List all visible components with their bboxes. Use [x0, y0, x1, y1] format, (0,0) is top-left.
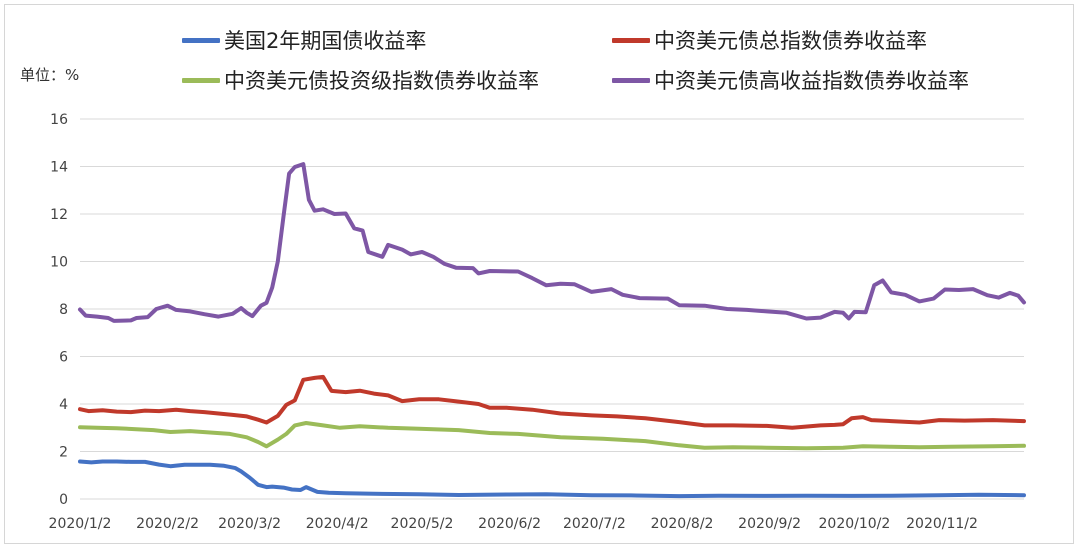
x-tick-label: 2020/2/2: [136, 516, 199, 532]
legend-label-total: 中资美元债总指数债券收益率: [654, 29, 927, 53]
x-tick-label: 2020/8/2: [651, 516, 714, 532]
legend-label-us-2y: 美国2年期国债收益率: [224, 29, 427, 53]
x-tick-label: 2020/3/2: [218, 516, 281, 532]
y-tick-label: 6: [59, 350, 68, 366]
y-axis-ticks: 0 2 4 6 8 10 12 14 16: [50, 112, 68, 508]
y-tick-label: 0: [59, 492, 68, 508]
x-axis-ticks: 2020/1/2 2020/2/2 2020/3/2 2020/4/2 2020/5/2…: [49, 516, 978, 532]
series-line-total: [78, 374, 1026, 430]
legend-swatch-us-2y: [182, 37, 220, 43]
y-tick-label: 4: [59, 397, 68, 413]
y-tick-label: 16: [50, 112, 68, 128]
y-tick-label: 12: [50, 207, 68, 223]
x-tick-label: 2020/11/2: [906, 516, 978, 532]
legend-item-us-2y: 美国2年期国债收益率: [182, 27, 426, 53]
series-lines: [78, 162, 1026, 499]
gridlines: [80, 118, 1024, 500]
legend-swatch-high-yield: [612, 77, 650, 83]
y-tick-label: 14: [50, 160, 68, 176]
x-tick-label: 2020/4/2: [306, 516, 369, 532]
x-tick-label: 2020/7/2: [563, 516, 626, 532]
chart-frame: [4, 4, 1074, 544]
legend-swatch-investment-grade: [182, 77, 220, 83]
legend-label-investment-grade: 中资美元债投资级指数债券收益率: [224, 69, 539, 93]
unit-label: 单位：%: [20, 66, 80, 84]
series-line-investment-grade: [78, 421, 1026, 451]
x-tick-label: 2020/9/2: [738, 516, 801, 532]
legend-label-high-yield: 中资美元债高收益指数债券收益率: [654, 69, 969, 93]
y-tick-label: 8: [59, 302, 68, 318]
legend-item-investment-grade: 中资美元债投资级指数债券收益率: [182, 67, 539, 93]
x-tick-label: 2020/6/2: [478, 516, 541, 532]
series-line-high-yield: [78, 162, 1026, 323]
x-tick-label: 2020/1/2: [49, 516, 112, 532]
y-tick-label: 2: [59, 445, 68, 461]
legend-swatch-total: [612, 37, 650, 43]
y-tick-label: 10: [50, 255, 68, 271]
x-tick-label: 2020/10/2: [819, 516, 891, 532]
legend-item-total: 中资美元债总指数债券收益率: [612, 27, 927, 53]
x-tick-label: 2020/5/2: [391, 516, 454, 532]
series-line-us-2y: [78, 459, 1026, 499]
legend-item-high-yield: 中资美元债高收益指数债券收益率: [612, 67, 969, 93]
